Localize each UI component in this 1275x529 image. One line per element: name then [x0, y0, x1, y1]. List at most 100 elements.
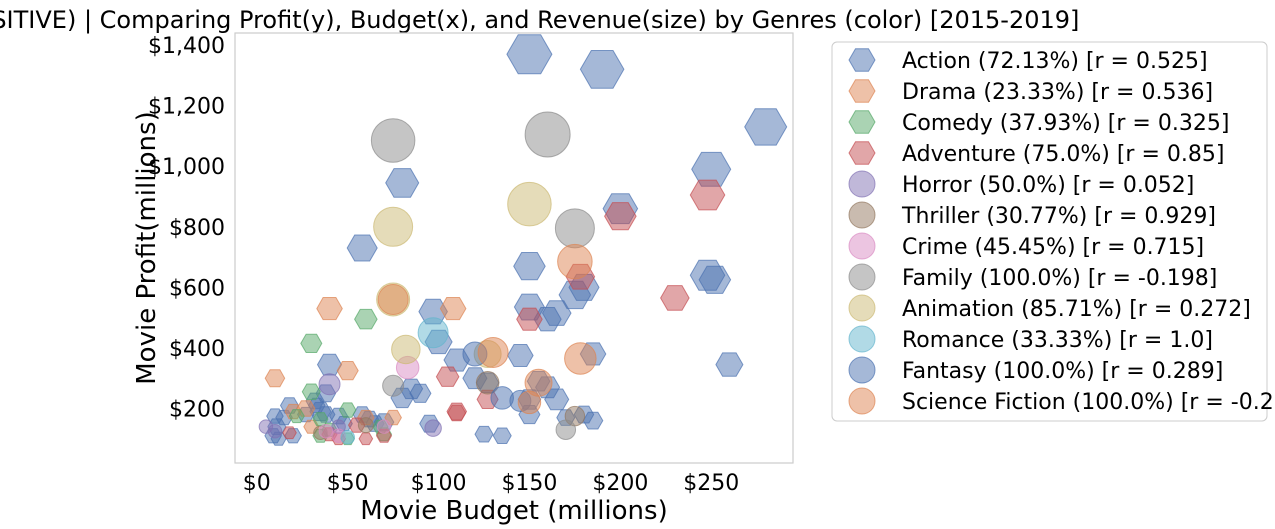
data-point-series-7	[524, 111, 571, 158]
data-point-series-0	[409, 383, 432, 403]
data-point-series-0	[474, 425, 494, 443]
data-point-series-3	[689, 179, 726, 211]
chart-legend: Action (72.13%) [r = 0.525] Drama (23.33%…	[831, 41, 1275, 422]
data-point-series-3	[516, 307, 543, 331]
y-axis-ticks: $200 $400 $600 $800 $1,000 $1,200 $1,400	[148, 34, 225, 422]
data-point-series-3	[447, 404, 467, 422]
data-point-series-8	[507, 181, 552, 227]
data-point-series-0	[513, 252, 546, 281]
y-tick-label: $400	[169, 337, 225, 362]
legend-label: Adventure (75.0%) [r = 0.85]	[902, 142, 1224, 167]
legend-marker-8	[848, 294, 876, 322]
data-point-series-2	[300, 333, 323, 353]
x-tick-label: $100	[411, 471, 467, 496]
data-point-series-3	[358, 432, 374, 446]
data-point-series-0	[744, 108, 788, 146]
legend-label: Drama (23.33%) [r = 0.536]	[902, 80, 1213, 105]
x-tick-label: $200	[592, 471, 648, 496]
data-point-series-5	[357, 417, 374, 434]
legend-marker-0	[848, 48, 876, 72]
x-axis-label: Movie Budget (millions)	[360, 496, 667, 526]
data-point-series-1	[316, 297, 343, 321]
y-tick-label: $1,200	[148, 95, 225, 120]
data-point-series-2	[354, 308, 378, 330]
data-point-series-7	[370, 118, 416, 163]
data-point-series-1	[336, 361, 359, 381]
legend-label: Romance (33.33%) [r = 1.0]	[902, 328, 1213, 353]
y-tick-label: $200	[169, 397, 225, 422]
legend-label: Fantasy (100.0%) [r = 0.289]	[902, 359, 1223, 384]
data-point-series-0	[715, 352, 744, 377]
legend-marker-10	[848, 356, 876, 384]
data-point-series-0	[507, 344, 534, 367]
data-point-series-0	[385, 168, 420, 198]
x-tick-label: $0	[243, 471, 271, 496]
data-point-series-0	[506, 34, 553, 75]
x-tick-label: $250	[683, 471, 739, 496]
data-point-series-3	[282, 426, 297, 440]
data-point-series-4	[318, 373, 341, 396]
x-tick-label: $150	[501, 471, 557, 496]
data-point-series-4	[424, 419, 442, 437]
data-point-series-2	[288, 409, 305, 424]
data-point-series-3	[604, 202, 637, 231]
legend-label: Crime (45.45%) [r = 0.715]	[902, 235, 1204, 260]
data-point-series-0	[582, 411, 604, 430]
data-point-series-2	[301, 383, 321, 401]
data-point-series-11	[564, 342, 597, 375]
data-point-series-11	[557, 243, 593, 280]
data-point-series-0	[579, 50, 625, 89]
data-point-series-3	[435, 366, 460, 387]
legend-marker-7	[848, 263, 876, 291]
data-point-series-11	[377, 283, 409, 315]
y-tick-label: $600	[169, 276, 225, 301]
y-axis-label: Movie Profit(millions)	[132, 111, 162, 384]
data-point-series-1	[439, 297, 467, 321]
legend-label: Family (100.0%) [r = -0.198]	[902, 266, 1217, 291]
legend-label: Animation (85.71%) [r = 0.272]	[902, 297, 1251, 322]
data-point-series-5	[475, 371, 500, 395]
legend-marker-5	[848, 201, 876, 229]
legend-label: Comedy (37.93%) [r = 0.325]	[902, 111, 1229, 136]
plot-area-frame	[234, 32, 794, 464]
data-point-series-11	[477, 336, 509, 368]
y-tick-label: $1,400	[148, 34, 225, 59]
data-point-series-9	[417, 317, 449, 349]
data-points-layer	[258, 34, 788, 446]
data-point-series-0	[698, 265, 732, 294]
legend-box	[831, 41, 1268, 422]
legend-marker-9	[848, 325, 876, 353]
data-point-series-3	[660, 285, 690, 311]
data-point-series-4	[267, 423, 283, 439]
data-point-series-7	[382, 374, 405, 397]
data-point-series-1	[384, 409, 402, 426]
y-tick-label: $800	[169, 216, 225, 241]
legend-marker-3	[848, 141, 876, 165]
data-point-series-2	[338, 402, 357, 418]
chart-title: (POSITIVE) | Comparing Profit(y), Budget…	[0, 6, 1079, 34]
data-point-series-0	[492, 427, 512, 444]
data-point-series-9	[340, 430, 355, 445]
x-axis-ticks: $0 $50 $100 $150 $200 $250	[243, 471, 739, 496]
data-point-series-0	[691, 151, 732, 187]
data-point-series-6	[318, 423, 334, 439]
data-point-series-7	[555, 419, 577, 440]
legend-label: Thriller (30.77%) [r = 0.929]	[901, 204, 1216, 229]
legend-label: Action (72.13%) [r = 0.525]	[902, 49, 1208, 74]
data-point-series-6	[376, 419, 392, 434]
data-point-series-0	[316, 353, 343, 376]
data-point-series-0	[346, 234, 378, 262]
legend-marker-1	[848, 79, 876, 103]
x-tick-label: $50	[327, 471, 369, 496]
data-point-series-11	[517, 390, 542, 415]
data-point-series-7	[554, 208, 595, 249]
legend-marker-11	[848, 387, 876, 415]
y-tick-label: $1,000	[148, 155, 225, 180]
legend-marker-4	[848, 170, 876, 198]
legend-label: Science Fiction (100.0%) [r = -0.238]	[902, 390, 1275, 415]
data-point-series-8	[373, 206, 414, 247]
legend-marker-6	[848, 232, 876, 260]
legend-marker-2	[848, 110, 876, 134]
data-point-series-8	[391, 334, 421, 365]
